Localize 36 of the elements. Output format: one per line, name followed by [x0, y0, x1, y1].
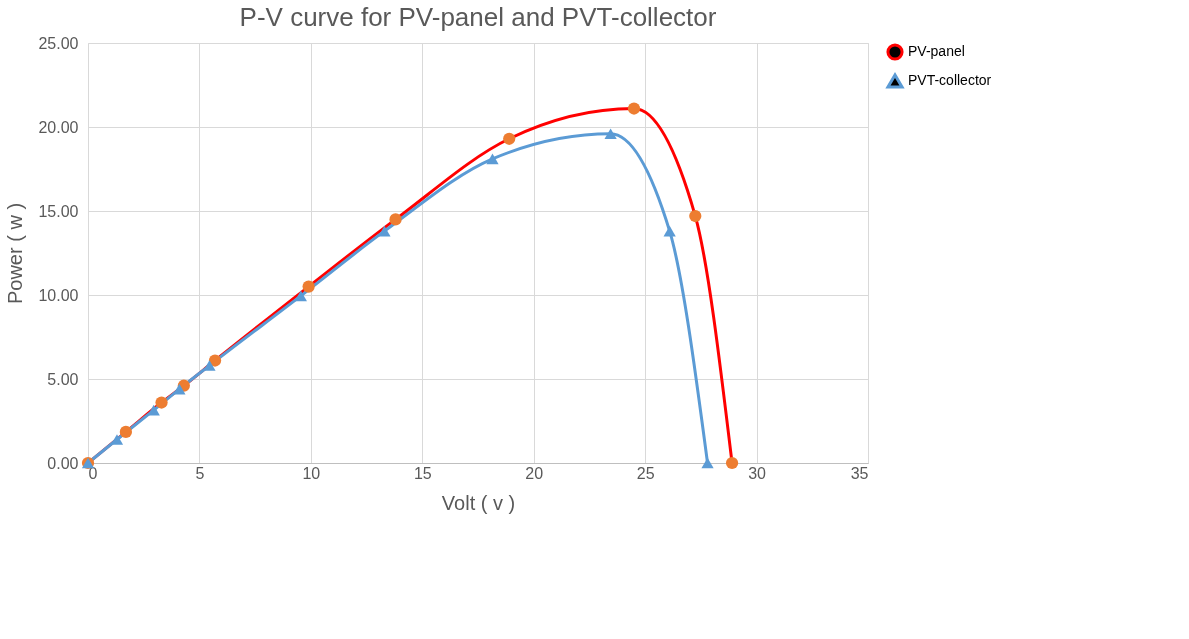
x-tick-label: 35 [850, 464, 869, 482]
legend-label: PVT-collector [908, 72, 992, 88]
point [486, 153, 499, 165]
point [302, 280, 315, 293]
legend-label: PV-panel [908, 43, 965, 59]
point [604, 128, 617, 140]
point [503, 132, 516, 145]
point [208, 354, 222, 367]
point [389, 213, 402, 226]
y-tick-label: 5.00 [47, 370, 79, 388]
x-tick-label: 10 [302, 464, 321, 482]
point [378, 225, 391, 237]
y-tick-label: 0.00 [47, 454, 79, 472]
point [119, 425, 133, 439]
x-axis-title: Volt ( v ) [441, 491, 516, 514]
y-tick-label: 20.00 [38, 118, 79, 136]
y-tick-label: 10.00 [38, 286, 79, 304]
y-axis-title: Power ( w ) [4, 202, 27, 305]
x-tick-label: 5 [195, 464, 205, 482]
point [663, 225, 676, 237]
point [110, 434, 124, 445]
x-tick-label: 0 [88, 464, 98, 482]
point [173, 383, 186, 395]
x-tick-label: 30 [748, 464, 767, 482]
point [627, 102, 641, 115]
y-tick-label: 25.00 [38, 34, 79, 52]
point [725, 456, 739, 470]
point [701, 457, 714, 469]
point [155, 396, 168, 409]
x-tick-label: 20 [525, 464, 544, 482]
chart-title: P-V curve for PV-panel and PVT-collector [239, 2, 717, 32]
point [294, 290, 307, 302]
x-tick-label: 25 [636, 464, 655, 482]
y-tick-label: 15.00 [38, 202, 79, 220]
x-tick-label: 15 [413, 464, 432, 482]
point [689, 209, 702, 223]
